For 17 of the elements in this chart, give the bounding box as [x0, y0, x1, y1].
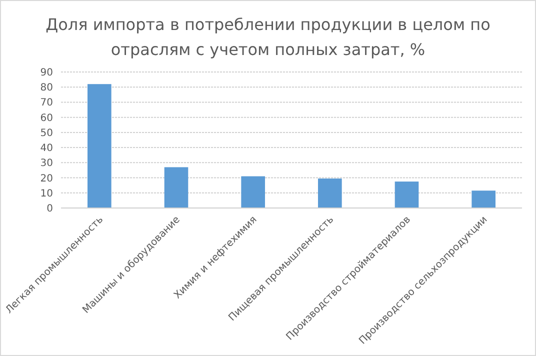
- y-tick-label: 50: [40, 128, 53, 139]
- bar: [88, 84, 112, 208]
- chart-title: Доля импорта в потреблении продукции в целом по отраслям с учетом полных затрат, %: [46, 15, 490, 59]
- y-tick-label: 40: [40, 143, 53, 154]
- bar: [241, 176, 265, 208]
- bar: [472, 190, 496, 208]
- y-tick-label: 80: [40, 82, 53, 94]
- y-tick-label: 70: [40, 98, 53, 109]
- bar: [394, 182, 419, 208]
- y-tick-label: 20: [40, 173, 53, 184]
- y-tick-label: 30: [40, 158, 53, 170]
- y-tick-label: 60: [40, 112, 53, 124]
- bar: [164, 167, 188, 208]
- y-tick-label: 90: [40, 68, 53, 78]
- bar: [318, 178, 342, 208]
- y-tick-label: 10: [40, 188, 53, 200]
- y-tick-label: 0: [46, 204, 53, 214]
